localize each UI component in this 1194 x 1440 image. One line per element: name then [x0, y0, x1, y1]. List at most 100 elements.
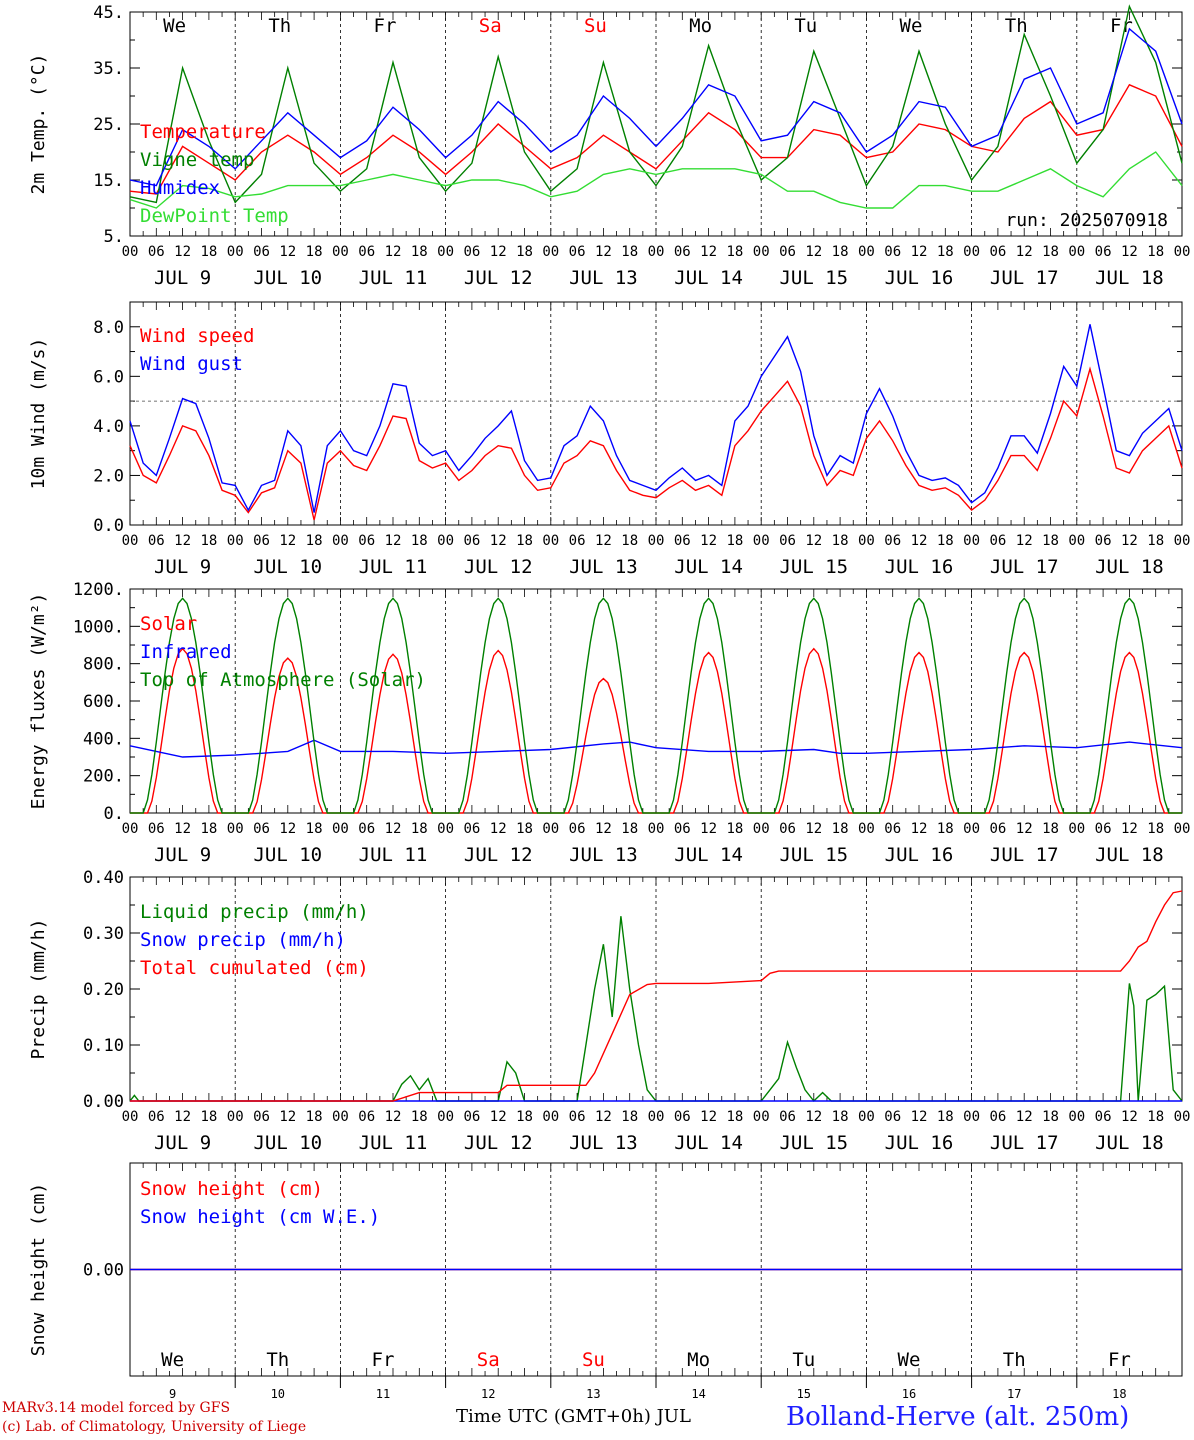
hour-tick-label: 06	[1095, 1109, 1112, 1125]
panel-frame	[129, 301, 1183, 526]
y-tick-label: 8.0	[93, 318, 124, 338]
weekday-label: Fr	[1108, 1349, 1131, 1371]
hour-tick-label: 12	[595, 1109, 612, 1125]
hour-tick-label: 06	[1095, 244, 1112, 260]
hour-tick-label: 18	[200, 533, 217, 549]
day-number-label: 11	[376, 1387, 390, 1401]
panel-5: 0.00 Snow height (cm) We 9 Th 10 Fr 11 Sa 12 Su 13 M…	[28, 1162, 1183, 1401]
series-line-liquid-precip-mm-h	[129, 916, 1183, 1103]
hour-tick-label: 00	[858, 821, 875, 837]
hour-tick-label: 12	[490, 1109, 507, 1125]
day-number-label: 17	[1007, 1387, 1021, 1401]
hour-tick-label: 00	[648, 821, 665, 837]
legend-entry: Infrared	[140, 641, 232, 663]
y-tick-label: 1000.	[73, 617, 124, 637]
y-axis-label: 2m Temp. (°C)	[28, 54, 49, 195]
day-label: JUL 16	[885, 1132, 954, 1154]
hour-tick-label: 12	[595, 244, 612, 260]
hour-tick-label: 18	[726, 244, 743, 260]
day-label: JUL 10	[253, 1132, 322, 1154]
hour-tick-label: 00	[858, 533, 875, 549]
y-axis-label: Snow height (cm)	[28, 1183, 49, 1356]
hour-tick-label: 00	[437, 244, 454, 260]
hour-tick-label: 00	[437, 821, 454, 837]
day-label: JUL 14	[674, 556, 743, 578]
hour-tick-label: 00	[648, 533, 665, 549]
hour-tick-label: 00	[1068, 821, 1085, 837]
weekday-label: Sa	[479, 15, 502, 37]
hour-tick-label: 18	[516, 1109, 533, 1125]
hour-tick-label: 18	[832, 533, 849, 549]
hour-tick-label: 18	[411, 821, 428, 837]
hour-tick-label: 12	[911, 1109, 928, 1125]
hour-tick-label: 12	[1121, 1109, 1138, 1125]
hour-tick-label: 00	[858, 244, 875, 260]
hour-tick-label: 12	[1121, 244, 1138, 260]
hour-tick-label: 12	[805, 821, 822, 837]
y-tick-label: 1200.	[73, 580, 124, 600]
day-label: JUL 10	[253, 844, 322, 866]
y-tick-label: 25.	[93, 115, 124, 135]
hour-tick-label: 06	[358, 533, 375, 549]
day-number-label: 18	[1112, 1387, 1126, 1401]
hour-tick-label: 12	[279, 1109, 296, 1125]
hour-tick-label: 00	[753, 1109, 770, 1125]
hour-tick-label: 06	[884, 821, 901, 837]
hour-tick-label: 00	[1174, 1109, 1191, 1125]
hour-tick-label: 12	[490, 533, 507, 549]
hour-tick-label: 18	[411, 533, 428, 549]
hour-tick-label: 00	[963, 533, 980, 549]
hour-tick-label: 06	[569, 533, 586, 549]
y-tick-label: 200.	[83, 767, 124, 787]
weekday-label: Th	[268, 15, 291, 37]
series-line-infrared	[129, 739, 1183, 758]
legend-entry: Total cumulated (cm)	[140, 957, 369, 979]
day-label: JUL 11	[359, 1132, 428, 1154]
hour-tick-label: 00	[963, 821, 980, 837]
hour-tick-label: 18	[411, 244, 428, 260]
hour-tick-label: 06	[253, 533, 270, 549]
hour-tick-label: 00	[437, 533, 454, 549]
weekday-label: Tu	[792, 1349, 815, 1371]
hour-tick-label: 06	[779, 244, 796, 260]
y-tick-label: 0.20	[83, 980, 124, 1000]
series-line-humidex	[129, 27, 1183, 187]
series-line-temperature	[129, 83, 1183, 195]
hour-tick-label: 00	[227, 533, 244, 549]
hour-tick-label: 18	[200, 244, 217, 260]
model-line: MARv3.14 model forced by GFS	[2, 1400, 231, 1416]
hour-tick-label: 06	[148, 533, 165, 549]
day-label: JUL 16	[885, 844, 954, 866]
weekday-label: Tu	[794, 15, 817, 37]
series-line-vigne-temp	[129, 4, 1183, 204]
y-tick-label: 0.00	[83, 1261, 124, 1281]
y-tick-label: 0.10	[83, 1036, 124, 1056]
x-axis-title: Time UTC (GMT+0h) JUL	[456, 1406, 691, 1427]
day-label: JUL 18	[1095, 844, 1164, 866]
y-tick-label: 0.0	[93, 516, 124, 536]
panel-3: 0. 200. 400. 600. 800. 1000. 1200. Energy fluxe…	[28, 580, 1190, 866]
hour-tick-label: 18	[1147, 821, 1164, 837]
legend-entry: Vigne temp	[140, 149, 254, 171]
hour-tick-label: 00	[542, 244, 559, 260]
legend-entry: Solar	[140, 613, 197, 635]
hour-tick-label: 06	[989, 533, 1006, 549]
day-label: JUL 12	[464, 844, 533, 866]
hour-tick-label: 18	[621, 533, 638, 549]
hour-tick-label: 00	[1174, 533, 1191, 549]
weekday-label: Fr	[372, 1349, 395, 1371]
hour-tick-label: 06	[1095, 533, 1112, 549]
legend-entry: Wind speed	[140, 325, 254, 347]
hour-tick-label: 12	[700, 533, 717, 549]
day-label: JUL 9	[154, 844, 211, 866]
hour-tick-label: 06	[358, 821, 375, 837]
day-label: JUL 11	[359, 267, 428, 289]
hour-tick-label: 06	[148, 244, 165, 260]
hour-tick-label: 06	[253, 821, 270, 837]
hour-tick-label: 18	[1042, 533, 1059, 549]
legend-entry: Humidex	[140, 177, 220, 199]
y-tick-label: 800.	[83, 655, 124, 675]
day-label: JUL 17	[990, 267, 1059, 289]
hour-tick-label: 00	[332, 244, 349, 260]
day-number-label: 9	[169, 1387, 176, 1401]
